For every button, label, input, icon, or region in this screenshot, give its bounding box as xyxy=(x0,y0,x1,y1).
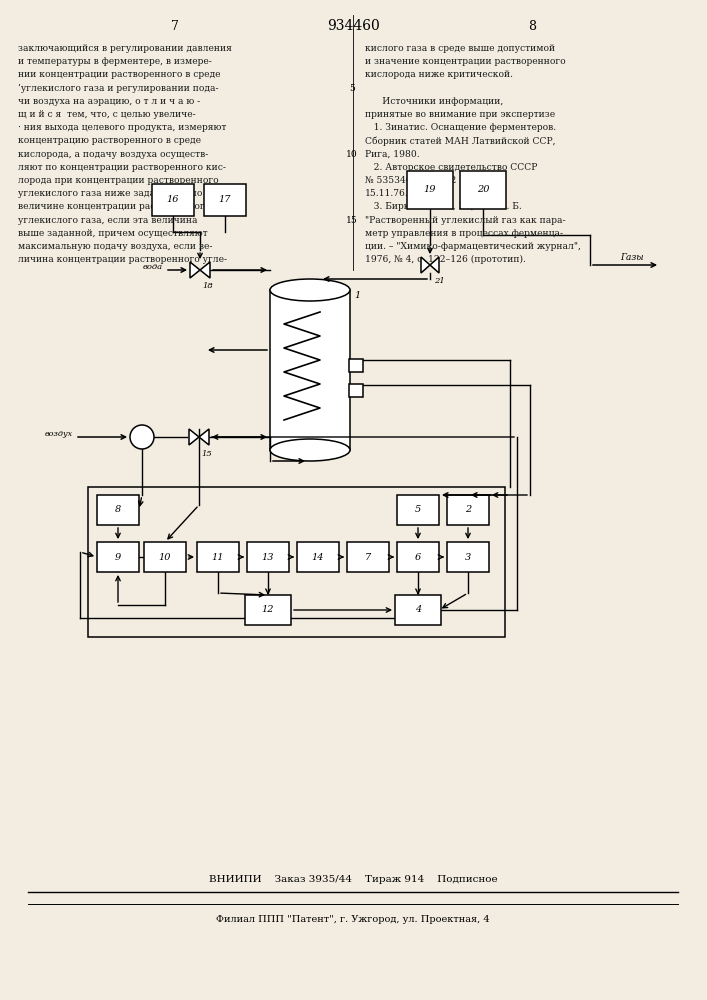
Text: концентрацию растворенного в среде: концентрацию растворенного в среде xyxy=(18,136,201,145)
Text: Сборник статей МАН Латвийской ССР,: Сборник статей МАН Латвийской ССР, xyxy=(365,136,556,146)
Text: 934460: 934460 xyxy=(327,19,380,33)
Text: ции. – "Химико-фармацевтический журнал",: ции. – "Химико-фармацевтический журнал", xyxy=(365,242,581,251)
Text: 8: 8 xyxy=(115,506,121,514)
Text: № 535340, кл. С 12 В 1/08,: № 535340, кл. С 12 В 1/08, xyxy=(365,176,492,185)
Bar xyxy=(447,542,489,572)
Text: заключающийся в регулировании давления: заключающийся в регулировании давления xyxy=(18,44,232,53)
Text: 20: 20 xyxy=(477,186,489,194)
Polygon shape xyxy=(189,429,209,445)
Text: 19: 19 xyxy=(423,186,436,194)
Ellipse shape xyxy=(270,439,350,461)
Bar xyxy=(460,171,506,209)
Text: 9: 9 xyxy=(115,552,121,562)
Text: 16: 16 xyxy=(167,196,180,205)
Text: 3. Бирюков В. В., Ицыгин С. Б.: 3. Бирюков В. В., Ицыгин С. Б. xyxy=(365,202,522,211)
Text: 15: 15 xyxy=(346,216,358,225)
Text: Источники информации,: Источники информации, xyxy=(365,97,503,106)
Bar xyxy=(97,495,139,525)
Text: 6: 6 xyxy=(415,552,421,562)
Text: "Растворенный углекислый газ как пара-: "Растворенный углекислый газ как пара- xyxy=(365,216,566,225)
Text: 4: 4 xyxy=(415,605,421,614)
Text: 3: 3 xyxy=(465,552,471,562)
Text: 18: 18 xyxy=(202,282,213,290)
Text: 15: 15 xyxy=(201,450,212,458)
Text: 2: 2 xyxy=(465,506,471,514)
Bar xyxy=(297,542,339,572)
Bar xyxy=(347,542,389,572)
Bar xyxy=(407,171,453,209)
Text: 7: 7 xyxy=(171,19,179,32)
Text: 8: 8 xyxy=(528,19,536,32)
Text: кислорода, а подачу воздуха осуществ-: кислорода, а подачу воздуха осуществ- xyxy=(18,150,209,159)
Text: Газы: Газы xyxy=(620,253,643,262)
Text: лорода при концентрации растворенного: лорода при концентрации растворенного xyxy=(18,176,218,185)
Text: кислого газа в среде выше допустимой: кислого газа в среде выше допустимой xyxy=(365,44,555,53)
Circle shape xyxy=(130,425,154,449)
Text: максимальную подачу воздуха, если ве-: максимальную подачу воздуха, если ве- xyxy=(18,242,213,251)
Text: 21: 21 xyxy=(434,277,445,285)
Text: 1976, № 4, с. 122–126 (прототип).: 1976, № 4, с. 122–126 (прототип). xyxy=(365,255,526,264)
Bar xyxy=(88,487,505,637)
Bar xyxy=(397,542,439,572)
Ellipse shape xyxy=(270,279,350,301)
Text: 15.11.76.: 15.11.76. xyxy=(365,189,409,198)
Text: вода: вода xyxy=(143,263,163,271)
Text: метр управления в процессах ферменца-: метр управления в процессах ферменца- xyxy=(365,229,563,238)
Text: углекислого газа, если эта величина: углекислого газа, если эта величина xyxy=(18,216,197,225)
Text: принятые во внимание при экспертизе: принятые во внимание при экспертизе xyxy=(365,110,555,119)
Bar xyxy=(144,542,186,572)
Text: чи воздуха на аэрацию, о т л и ч а ю -: чи воздуха на аэрацию, о т л и ч а ю - xyxy=(18,97,200,106)
Text: 1. Зинатис. Оснащение ферментеров.: 1. Зинатис. Оснащение ферментеров. xyxy=(365,123,556,132)
Text: 2. Авторское свидетельство СССР: 2. Авторское свидетельство СССР xyxy=(365,163,537,172)
Text: кислорода ниже критической.: кислорода ниже критической. xyxy=(365,70,513,79)
Bar xyxy=(270,290,350,450)
Bar xyxy=(97,542,139,572)
Bar xyxy=(247,542,289,572)
Text: 1: 1 xyxy=(354,290,361,300)
Text: личина концентрации растворенного угле-: личина концентрации растворенного угле- xyxy=(18,255,227,264)
Bar xyxy=(245,595,291,625)
Text: Филиал ППП "Патент", г. Ужгород, ул. Проектная, 4: Филиал ППП "Патент", г. Ужгород, ул. Про… xyxy=(216,916,490,924)
Polygon shape xyxy=(190,262,210,278)
Bar xyxy=(395,595,441,625)
Text: · ния выхода целевого продукта, измеряют: · ния выхода целевого продукта, измеряют xyxy=(18,123,226,132)
Text: выше заданной, причем осуществляют: выше заданной, причем осуществляют xyxy=(18,229,208,238)
Text: 10: 10 xyxy=(346,150,358,159)
Text: 5: 5 xyxy=(415,506,421,514)
Text: и температуры в ферментере, в измере-: и температуры в ферментере, в измере- xyxy=(18,57,212,66)
Bar xyxy=(197,542,239,572)
Text: щ и й с я  тем, что, с целью увеличе-: щ и й с я тем, что, с целью увеличе- xyxy=(18,110,196,119)
Bar xyxy=(204,184,246,216)
Text: 11: 11 xyxy=(212,552,224,562)
Text: 5: 5 xyxy=(349,84,355,93)
Bar xyxy=(152,184,194,216)
Text: ’углекислого газа и регулировании пода-: ’углекислого газа и регулировании пода- xyxy=(18,84,218,93)
Text: ляют по концентрации растворенного кис-: ляют по концентрации растворенного кис- xyxy=(18,163,226,172)
Bar xyxy=(349,359,363,372)
Text: 12: 12 xyxy=(262,605,274,614)
Text: углекислого газа ниже заданной и по: углекислого газа ниже заданной и по xyxy=(18,189,202,198)
Bar xyxy=(447,495,489,525)
Text: 13: 13 xyxy=(262,552,274,562)
Text: Рига, 1980.: Рига, 1980. xyxy=(365,150,420,159)
Text: 14: 14 xyxy=(312,552,325,562)
Text: воздух: воздух xyxy=(45,430,73,438)
Text: 7: 7 xyxy=(365,552,371,562)
Text: ВНИИПИ    Заказ 3935/44    Тираж 914    Подписное: ВНИИПИ Заказ 3935/44 Тираж 914 Подписное xyxy=(209,876,497,884)
Text: 17: 17 xyxy=(218,196,231,205)
Text: нии концентрации растворенного в среде: нии концентрации растворенного в среде xyxy=(18,70,221,79)
Text: и значение концентрации растворенного: и значение концентрации растворенного xyxy=(365,57,566,66)
Polygon shape xyxy=(421,257,439,273)
Bar xyxy=(349,384,363,397)
Text: 10: 10 xyxy=(159,552,171,562)
Text: величине концентрации растворенного: величине концентрации растворенного xyxy=(18,202,210,211)
Bar xyxy=(397,495,439,525)
